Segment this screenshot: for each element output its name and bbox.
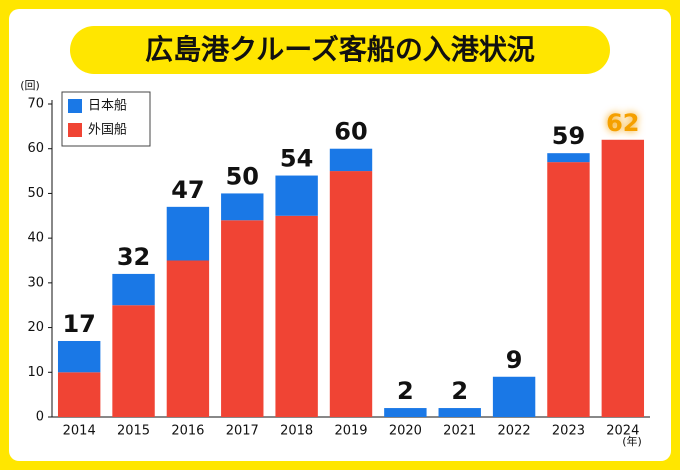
- total-label: 9: [506, 346, 523, 374]
- bar-segment: [221, 193, 264, 221]
- y-tick-label: 50: [27, 186, 44, 201]
- x-tick-label: 2024: [606, 424, 639, 439]
- bar-segment: [329, 148, 373, 172]
- x-tick-label: 2019: [334, 424, 367, 439]
- bar-segment: [547, 162, 590, 417]
- total-label: 17: [62, 310, 95, 338]
- bar-segment: [438, 408, 481, 417]
- bar-segment: [166, 260, 210, 417]
- bar-segment: [547, 153, 590, 163]
- y-tick-label: 60: [27, 141, 44, 156]
- x-tick-label: 2016: [171, 424, 204, 439]
- bar-segment: [275, 175, 318, 216]
- x-tick-label: 2017: [226, 424, 259, 439]
- x-tick-label: 2022: [498, 424, 531, 439]
- bar-segment: [275, 215, 318, 417]
- y-tick-label: 0: [36, 410, 44, 425]
- total-label: 47: [171, 176, 204, 204]
- bar-segment: [57, 372, 101, 417]
- legend-label: 外国船: [88, 123, 127, 138]
- y-tick-label: 40: [27, 231, 44, 246]
- bar-segment: [112, 305, 155, 417]
- bar-segment: [601, 139, 645, 417]
- bar-segment: [221, 220, 264, 417]
- bar-segment: [492, 376, 536, 417]
- legend-swatch: [68, 99, 82, 113]
- y-tick-label: 20: [27, 320, 44, 335]
- bar-segment: [112, 273, 155, 306]
- x-tick-label: 2018: [280, 424, 313, 439]
- legend-label: 日本船: [88, 99, 127, 114]
- bar-segment: [166, 206, 210, 261]
- x-tick-label: 2015: [117, 424, 150, 439]
- x-tick-label: 2020: [389, 424, 422, 439]
- total-label: 62: [606, 109, 639, 137]
- total-label: 50: [226, 162, 259, 190]
- bar-segment: [329, 171, 373, 417]
- total-label: 54: [280, 145, 313, 173]
- total-label: 32: [117, 243, 150, 271]
- y-tick-label: 70: [27, 97, 44, 112]
- x-tick-label: 2014: [63, 424, 96, 439]
- legend-swatch: [68, 123, 82, 137]
- total-label: 59: [552, 122, 585, 150]
- x-tick-label: 2021: [443, 424, 476, 439]
- total-label: 60: [334, 118, 367, 146]
- y-tick-label: 10: [27, 365, 44, 380]
- y-unit: (回): [20, 79, 40, 92]
- y-tick-label: 30: [27, 275, 44, 290]
- chart-title: 広島港クルーズ客船の入港状況: [145, 33, 535, 66]
- bar-segment: [384, 408, 427, 417]
- title-pill: [70, 26, 610, 74]
- x-unit: (年): [622, 434, 642, 448]
- x-tick-label: 2023: [552, 424, 585, 439]
- total-label: 2: [451, 377, 468, 405]
- total-label: 2: [397, 377, 414, 405]
- bar-segment: [57, 340, 101, 373]
